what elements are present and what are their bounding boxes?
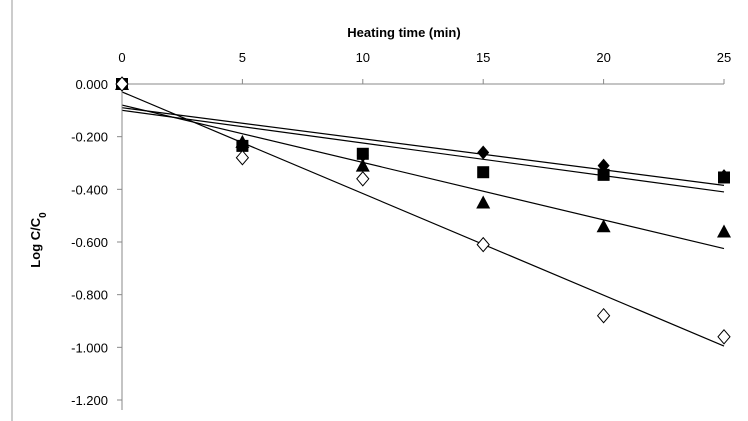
data-point-filled-square bbox=[597, 168, 610, 181]
data-point-open-diamond bbox=[115, 76, 129, 92]
trendline-filled-diamond bbox=[121, 107, 725, 186]
y-tick-label: -0.400 bbox=[71, 182, 108, 197]
data-points bbox=[115, 76, 731, 345]
data-point-open-diamond bbox=[596, 307, 611, 324]
y-tick-labels: 0.000 -0.200 -0.400 -0.600 -0.800 -1.000 -1.20… bbox=[71, 77, 108, 408]
y-tick-label: -0.200 bbox=[71, 130, 108, 145]
y-tick-label: 0.000 bbox=[75, 77, 108, 92]
y-axis-title-main: Log C/C bbox=[28, 217, 43, 267]
data-point-open-diamond bbox=[235, 149, 250, 166]
x-tick-label: 15 bbox=[476, 50, 490, 65]
trendline-filled-square bbox=[121, 109, 725, 193]
trendline-filled-triangle bbox=[121, 104, 725, 250]
data-point-open-diamond bbox=[717, 329, 731, 345]
x-tick-label: 20 bbox=[596, 50, 610, 65]
data-point-filled-diamond bbox=[477, 145, 490, 160]
axes bbox=[11, 0, 725, 421]
y-tick-label: -1.000 bbox=[71, 340, 108, 355]
y-axis-title-group: Log C/C0 bbox=[28, 212, 49, 268]
trendlines bbox=[121, 91, 725, 347]
x-tick-labels: 0 5 10 15 20 25 bbox=[118, 50, 731, 65]
data-point-filled-square bbox=[718, 171, 730, 184]
y-axis-title-subscript: 0 bbox=[38, 212, 49, 218]
trendline-open-diamond bbox=[121, 91, 725, 347]
data-point-filled-triangle bbox=[476, 195, 491, 209]
x-tick-label: 5 bbox=[239, 50, 246, 65]
data-point-filled-triangle bbox=[596, 219, 611, 233]
x-axis-title: Heating time (min) bbox=[347, 25, 460, 40]
x-tick-label: 25 bbox=[717, 50, 731, 65]
data-point-filled-triangle bbox=[235, 134, 250, 148]
x-tick-label: 0 bbox=[118, 50, 125, 65]
data-point-open-diamond bbox=[356, 171, 370, 187]
y-axis-title: Log C/C0 bbox=[28, 212, 49, 268]
data-point-filled-triangle bbox=[717, 224, 731, 238]
y-tick-label: -0.600 bbox=[71, 235, 108, 250]
data-point-filled-triangle bbox=[355, 158, 370, 172]
data-point-filled-square bbox=[477, 166, 490, 179]
y-tick-label: -0.800 bbox=[71, 288, 108, 303]
x-tick-label: 10 bbox=[356, 50, 370, 65]
data-point-filled-square bbox=[356, 147, 369, 160]
data-point-open-diamond bbox=[476, 236, 490, 253]
y-tick-label: -1.200 bbox=[71, 393, 108, 408]
